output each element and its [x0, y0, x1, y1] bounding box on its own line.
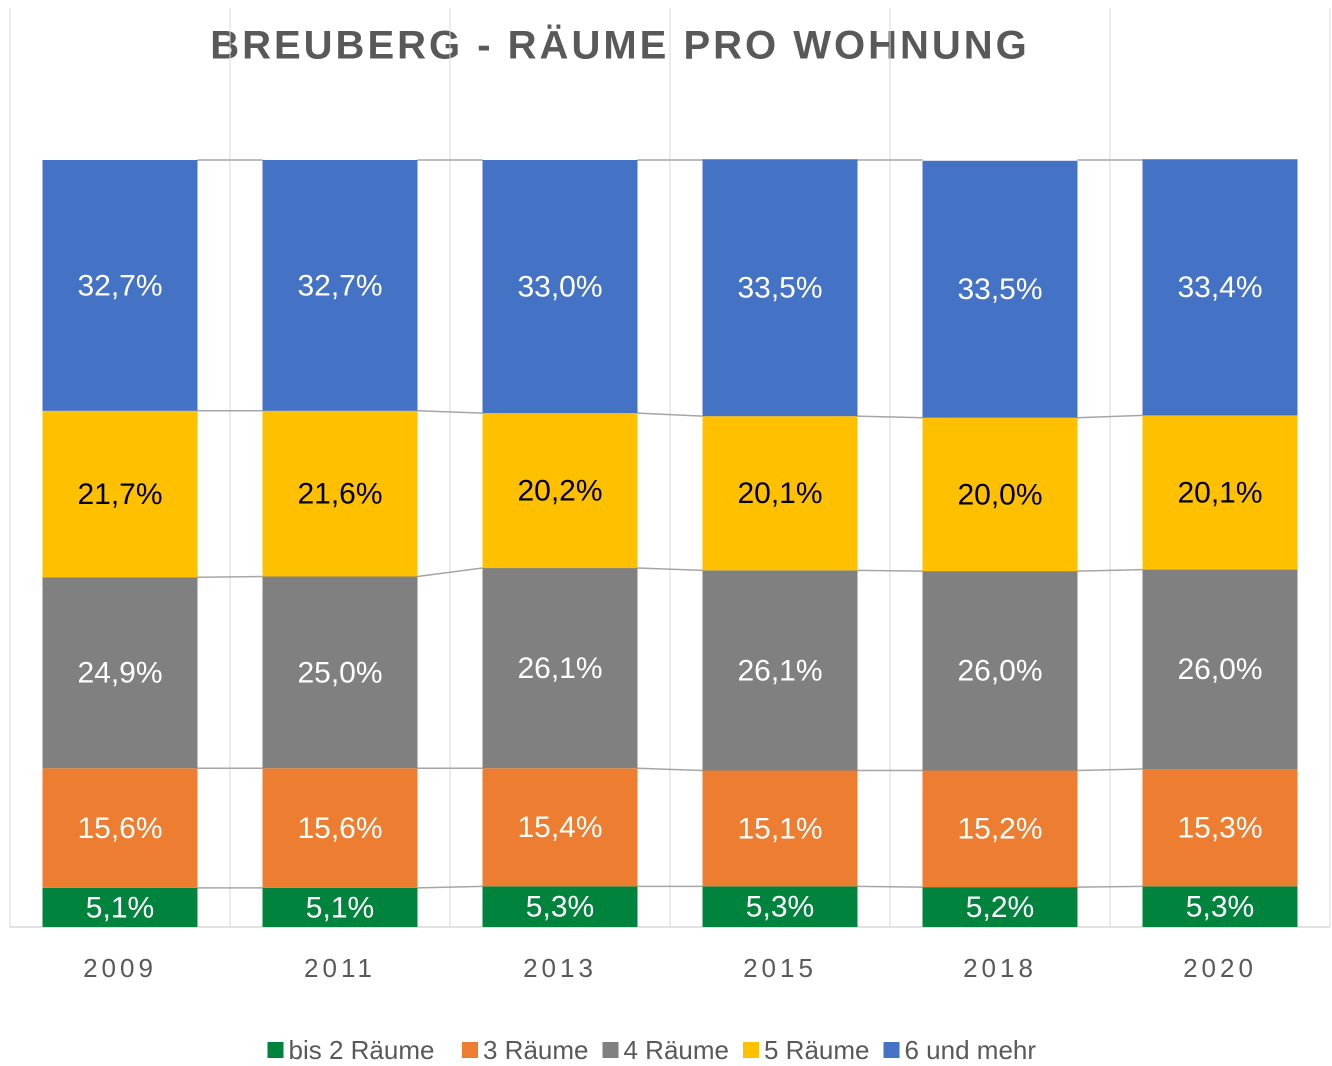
data-label: 33,4%: [1177, 271, 1262, 304]
bar-segment: [922, 417, 1078, 572]
bar-segment: [42, 160, 198, 411]
data-label: 5,3%: [526, 891, 594, 924]
chart-title: BREUBERG - RÄUME PRO WOHNUNG: [210, 24, 1030, 68]
data-label: 26,0%: [1177, 653, 1262, 686]
data-label: 15,3%: [1177, 812, 1262, 845]
data-label: 15,1%: [737, 812, 822, 845]
data-label: 32,7%: [297, 269, 382, 302]
bar-segment: [262, 160, 418, 411]
legend-swatch: [267, 1042, 284, 1058]
series-line: [417, 567, 483, 578]
legend-label: 4 Räume: [624, 1035, 730, 1065]
series-line: [417, 885, 483, 889]
series-line: [1077, 414, 1143, 419]
bar-segment: [1142, 415, 1298, 570]
legend-label: 3 Räume: [483, 1035, 589, 1065]
data-label: 26,1%: [517, 652, 602, 685]
data-label: 32,7%: [77, 269, 162, 302]
data-label: 15,6%: [77, 812, 162, 845]
data-label: 20,0%: [957, 478, 1042, 511]
series-line: [1077, 885, 1143, 888]
bar-segment: [702, 416, 858, 571]
data-label: 5,3%: [1186, 891, 1254, 924]
bar-segment: [482, 886, 638, 927]
bar-segment: [1142, 886, 1298, 927]
data-label: 5,3%: [746, 891, 814, 924]
data-label: 33,5%: [957, 273, 1042, 306]
bar-segment: [482, 413, 638, 569]
bar-segment: [922, 571, 1078, 771]
bar-segment: [42, 577, 198, 769]
x-tick-label: 2020: [1183, 953, 1257, 983]
bar-segment: [262, 410, 418, 577]
series-line: [857, 415, 923, 419]
data-label: 15,6%: [297, 812, 382, 845]
data-label: 5,1%: [306, 891, 374, 924]
legend-swatch: [602, 1042, 619, 1058]
legend-label: 6 und mehr: [905, 1035, 1037, 1065]
x-tick-label: 2011: [304, 953, 376, 983]
bar-segment: [1142, 768, 1298, 887]
bar-segment: [702, 570, 858, 771]
data-label: 20,1%: [737, 477, 822, 510]
bar-segment: [702, 886, 858, 927]
legend-label: 5 Räume: [764, 1035, 870, 1065]
bar-segment: [482, 568, 638, 769]
series-line: [857, 569, 923, 572]
bar-segment: [42, 410, 198, 578]
data-label: 5,2%: [966, 891, 1034, 924]
data-label: 24,9%: [77, 657, 162, 690]
data-label: 26,1%: [737, 654, 822, 687]
legend-swatch: [462, 1042, 478, 1058]
data-label: 25,0%: [297, 656, 382, 689]
series-line: [637, 567, 703, 572]
legend-swatch: [883, 1042, 900, 1058]
series-line: [1077, 568, 1143, 572]
bar-segment: [702, 159, 858, 417]
bar-segment: [42, 768, 198, 888]
bar-segment: [1142, 569, 1298, 769]
x-tick-label: 2018: [963, 953, 1037, 983]
x-tick-label: 2009: [83, 953, 157, 983]
data-label: 20,2%: [517, 474, 602, 507]
x-tick-label: 2015: [743, 953, 817, 983]
legend-swatch: [743, 1042, 759, 1058]
data-label: 21,6%: [297, 478, 382, 511]
series-line: [637, 767, 703, 772]
series-line: [1077, 768, 1143, 772]
bar-segment: [922, 160, 1078, 418]
data-label: 33,5%: [737, 272, 822, 305]
data-label: 5,1%: [86, 891, 154, 924]
bar-segment: [702, 770, 858, 887]
series-line: [857, 885, 923, 888]
bar-segment: [42, 887, 198, 927]
data-label: 15,4%: [517, 811, 602, 844]
series-line: [417, 410, 483, 414]
bar-segment: [482, 160, 638, 414]
data-label: 33,0%: [517, 270, 602, 303]
series-line: [637, 412, 703, 417]
bar-segment: [262, 768, 418, 888]
bar-segment: [262, 887, 418, 927]
series-line: [197, 575, 263, 578]
bar-segment: [922, 887, 1078, 927]
bar-segment: [1142, 159, 1298, 416]
x-tick-label: 2013: [523, 953, 597, 983]
legend-label: bis 2 Räume: [289, 1035, 435, 1065]
data-label: 15,2%: [957, 813, 1042, 846]
bar-segment: [482, 768, 638, 887]
bar-segment: [922, 770, 1078, 888]
data-label: 21,7%: [77, 478, 162, 511]
data-label: 26,0%: [957, 655, 1042, 688]
data-label: 20,1%: [1177, 476, 1262, 509]
bar-segment: [262, 576, 418, 769]
